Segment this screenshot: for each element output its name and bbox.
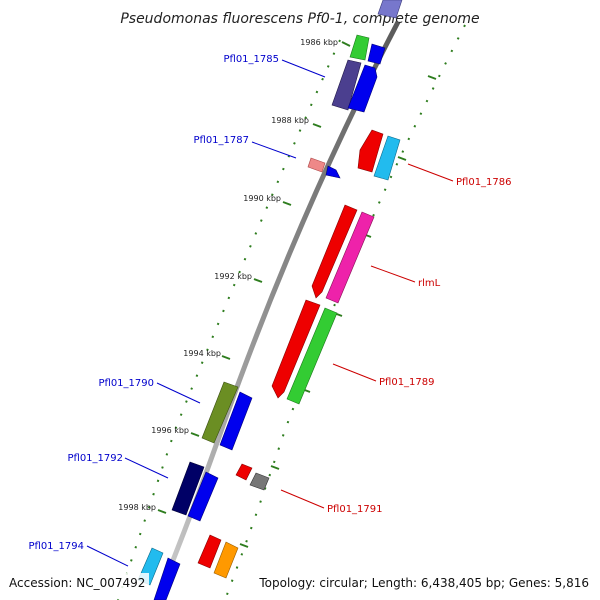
scale-label-1988: 1988 kbp	[271, 116, 309, 125]
gene-red-c[interactable]	[271, 299, 321, 399]
gene-pfl01-1786[interactable]	[373, 135, 401, 181]
gene-orange[interactable]	[213, 541, 239, 579]
accession-text: Accession: NC_007492	[9, 576, 145, 590]
gene-label-pfl01-1785[interactable]: Pfl01_1785	[223, 54, 279, 65]
tick-right-b	[397, 156, 407, 161]
callout-line-1786	[407, 163, 454, 182]
callout-line-1785	[281, 59, 326, 78]
gene-green-top[interactable]	[349, 34, 370, 61]
callout-lines	[86, 59, 454, 567]
gene-label-pfl01-1786[interactable]: Pfl01_1786	[456, 177, 512, 188]
gene-label-pfl01-1789[interactable]: Pfl01_1789	[379, 377, 435, 388]
gene-red-a[interactable]	[357, 129, 384, 173]
scale-label-1994: 1994 kbp	[183, 349, 221, 358]
tick-1994	[221, 355, 231, 360]
footer-left-bg	[4, 573, 149, 593]
callout-line-1790	[156, 382, 201, 404]
callout-line-1791	[280, 489, 325, 509]
gene-gray-small[interactable]	[249, 472, 270, 491]
gene-label-pfl01-1794[interactable]: Pfl01_1794	[28, 541, 84, 552]
callout-line-rlmL	[370, 265, 416, 283]
tick-right-a	[427, 75, 437, 80]
gene-pfl01-1787[interactable]	[307, 157, 326, 173]
scale-label-1990: 1990 kbp	[243, 194, 281, 203]
genome-backbone	[154, 20, 401, 600]
tick-1988	[312, 123, 322, 128]
scale-label-1996: 1996 kbp	[151, 426, 189, 435]
gene-pfl01-1789[interactable]	[286, 307, 338, 405]
callout-line-1794	[86, 545, 129, 567]
gene-pfl01-1790[interactable]	[201, 381, 239, 444]
gene-label-pfl01-1791[interactable]: Pfl01_1791	[327, 504, 383, 515]
gene-red-small[interactable]	[235, 463, 253, 481]
gene-label-pfl01-1787[interactable]: Pfl01_1787	[193, 135, 249, 146]
callout-line-1787	[251, 141, 297, 159]
genes	[137, 0, 403, 600]
gene-red-b[interactable]	[311, 204, 358, 299]
gene-blue-e[interactable]	[153, 557, 181, 600]
callout-line-1789	[332, 363, 377, 382]
tick-1998	[157, 509, 167, 514]
gene-blue-small[interactable]	[325, 165, 341, 179]
scale-label-1986: 1986 kbp	[300, 38, 338, 47]
map-title: Pseudomonas fluorescens Pf0-1, complete …	[120, 11, 479, 27]
gene-blue-d[interactable]	[187, 471, 219, 522]
gene-label-pfl01-1792[interactable]: Pfl01_1792	[67, 453, 123, 464]
gene-pfl01-1792[interactable]	[171, 461, 205, 516]
tick-1992	[253, 278, 263, 283]
gene-blue-top[interactable]	[367, 43, 386, 65]
gene-blue-c[interactable]	[219, 391, 253, 451]
gene-red-d[interactable]	[197, 534, 222, 569]
tick-1996	[190, 432, 200, 437]
callout-line-1792	[124, 457, 169, 479]
gene-label-pfl01-1790[interactable]: Pfl01_1790	[98, 378, 154, 389]
gene-pfl01-1785[interactable]	[331, 59, 362, 111]
topology-summary: Topology: circular; Length: 6,438,405 bp…	[258, 576, 589, 590]
scale-label-1992: 1992 kbp	[214, 272, 252, 281]
scale-label-1998: 1998 kbp	[118, 503, 156, 512]
tick-1990	[282, 201, 292, 206]
tick-right-g	[239, 543, 249, 548]
tick-1986	[341, 41, 351, 47]
tick-right-f	[270, 465, 280, 470]
gene-blue-b[interactable]	[347, 64, 378, 113]
gene-violet-top[interactable]	[377, 0, 403, 19]
gene-rlmL[interactable]	[325, 211, 375, 304]
gene-label-rlmL[interactable]: rlmL	[418, 278, 441, 289]
